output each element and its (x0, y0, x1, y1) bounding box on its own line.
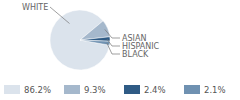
legend-label: 86.2% (24, 85, 51, 95)
pie-slice (80, 40, 110, 45)
leader-line (107, 39, 120, 46)
leader-line (50, 7, 70, 24)
legend: 86.2% 9.3% 2.4% 2.1% (4, 85, 226, 95)
legend-swatch (4, 85, 20, 94)
slice-label: WHITE (22, 3, 48, 12)
pie-slice (50, 10, 110, 70)
legend-label: 2.4% (144, 85, 166, 95)
legend-label: 9.3% (84, 85, 106, 95)
leader-line (107, 43, 120, 54)
legend-swatch (64, 85, 80, 94)
pie (50, 10, 110, 70)
slice-label: BLACK (122, 50, 149, 59)
legend-swatch (124, 85, 140, 94)
chart: WHITEASIANHISPANICBLACK 86.2% 9.3% 2.4% 2.1% (0, 0, 240, 100)
leader-line (105, 29, 120, 38)
legend-swatch (184, 85, 200, 94)
legend-label: 2.1% (204, 85, 226, 95)
slice-labels: WHITEASIANHISPANICBLACK (22, 3, 160, 59)
